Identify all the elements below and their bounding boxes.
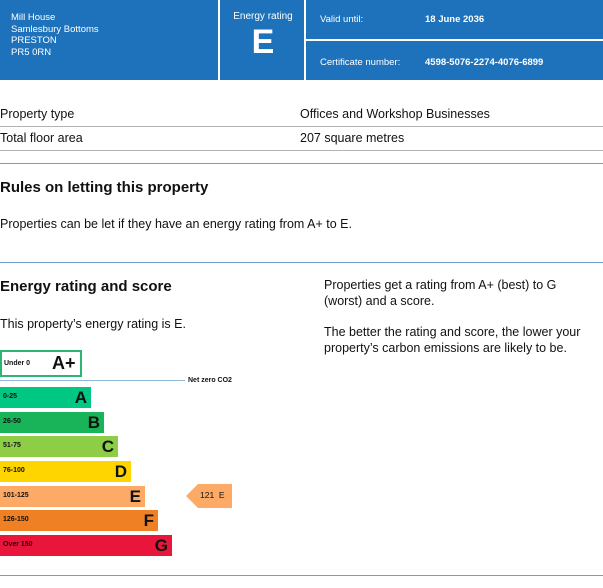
rating-info-text: Properties get a rating from A+ (best) t… [324, 278, 557, 308]
address-line: Samlesbury Bottoms [11, 23, 99, 35]
rating-band-d: 76-100 D [0, 461, 131, 482]
band-letter: A+ [52, 353, 76, 373]
row-divider [0, 126, 603, 127]
property-type-label: Property type [0, 107, 75, 121]
section-divider [0, 575, 603, 576]
property-rating-text: This property’s energy rating is E. [0, 317, 186, 331]
address-line: PRESTON [11, 35, 57, 46]
current-letter: E [218, 490, 225, 500]
energy-rating-heading: Energy rating and score [0, 278, 172, 295]
band-range: 26-50 [3, 418, 21, 425]
rating-band-a: 0-25 A [0, 387, 91, 408]
certificate-number-label: Certificate number: [320, 57, 401, 68]
band-range: 126-150 [3, 516, 29, 523]
floor-area-label: Total floor area [0, 131, 83, 145]
valid-until-value: 18 June 2036 [425, 14, 485, 25]
current-rating-marker [186, 484, 232, 508]
property-address: Mill House Samlesbury Bottoms PRESTON PR… [11, 12, 99, 58]
valid-until-label: Valid until: [320, 14, 364, 25]
rating-band-under-zero: Under 0 A+ [0, 350, 82, 377]
section-divider [0, 163, 603, 164]
rating-band-e: 101-125 E [0, 486, 145, 507]
band-letter: B [87, 413, 100, 432]
letting-rules-text: Properties can be let if they have an en… [0, 217, 352, 231]
section-divider [0, 262, 603, 263]
rating-band-b: 26-50 B [0, 412, 104, 433]
rating-info-text: The better the rating and score, the low… [324, 325, 581, 355]
letting-rules-heading: Rules on letting this property [0, 179, 209, 196]
band-letter: G [154, 536, 168, 555]
band-range: Under 0 [4, 360, 31, 367]
rating-band-c: 51-75 C [0, 436, 118, 457]
header-divider [306, 39, 603, 41]
address-line: PR5 0RN [11, 46, 52, 58]
energy-rating-letter: E [251, 23, 275, 61]
row-divider [0, 150, 603, 151]
rating-band-f: 126-150 F [0, 510, 158, 531]
certificate-header: Mill House Samlesbury Bottoms PRESTON PR… [0, 0, 603, 80]
band-letter: F [143, 511, 154, 530]
header-divider [218, 0, 220, 80]
property-type-value: Offices and Workshop Businesses [300, 107, 490, 121]
address-line: Mill House [11, 12, 56, 23]
band-letter: A [74, 388, 87, 407]
certificate-number-value: 4598-5076-2274-4076-6899 [425, 57, 544, 68]
current-rating-arrow [186, 484, 232, 508]
floor-area-value: 207 square metres [300, 131, 405, 145]
net-zero-line [0, 380, 185, 381]
band-letter: D [114, 462, 127, 481]
current-rating-label: 121 E [200, 490, 225, 500]
rating-band-g: Over 150 G [0, 535, 172, 556]
band-range: 101-125 [3, 492, 29, 499]
energy-rating-label: Energy rating [233, 11, 293, 22]
current-score: 121 [200, 490, 215, 500]
band-letter: E [129, 487, 141, 506]
band-range: Over 150 [3, 541, 33, 548]
header-divider [304, 0, 306, 80]
net-zero-label: Net zero CO2 [188, 377, 232, 384]
band-letter: C [101, 437, 114, 456]
band-range: 76-100 [3, 467, 25, 474]
band-range: 51-75 [3, 442, 21, 449]
band-range: 0-25 [3, 393, 18, 400]
